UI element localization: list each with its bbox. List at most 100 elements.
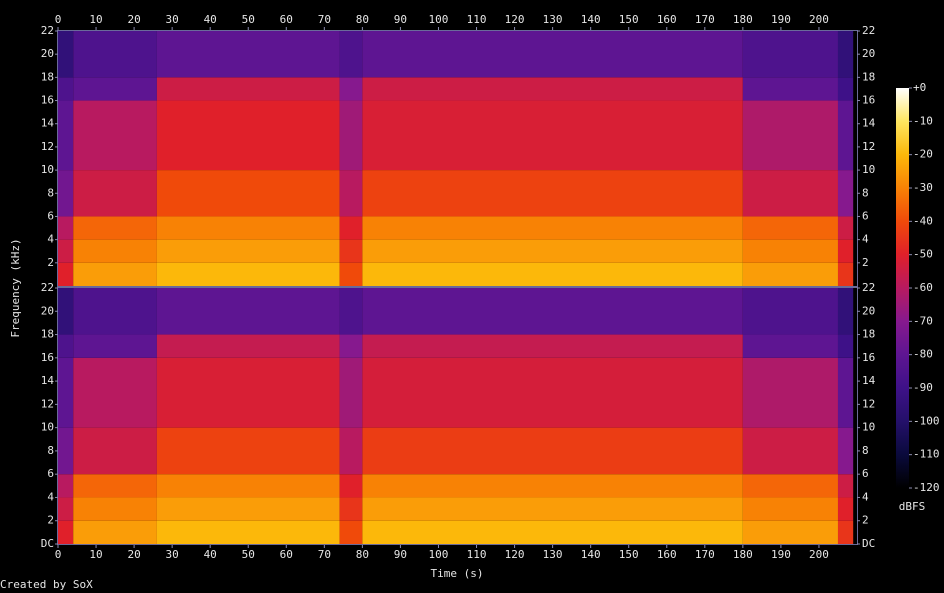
- spectrogram-cell: [362, 357, 743, 428]
- y-tick-label-right: 6: [862, 467, 869, 480]
- spectrogram-cell: [58, 497, 74, 521]
- y-tick-label: 6: [47, 467, 54, 480]
- y-tick-label: 12: [41, 397, 54, 410]
- y-tick-label-right: 22: [862, 281, 875, 294]
- spectrogram-cell: [362, 334, 743, 358]
- x-tick-label-top: 10: [89, 13, 102, 26]
- x-tick-label-top: 20: [127, 13, 140, 26]
- spectrogram-cell: [339, 100, 363, 171]
- spectrogram-cell: [742, 31, 838, 78]
- y-tick-label-right: 8: [862, 444, 869, 457]
- spectrogram-cell: [73, 474, 157, 498]
- spectrogram-cell: [837, 334, 854, 358]
- spectrogram-cell: [156, 100, 340, 171]
- spectrogram-cell: [73, 427, 157, 475]
- x-tick-label: 190: [771, 548, 791, 561]
- y-tick-label-right: 12: [862, 397, 875, 410]
- colorbar-tick-label: -30: [913, 181, 933, 194]
- colorbar: [896, 88, 909, 488]
- spectrogram-cell: [73, 520, 157, 544]
- plot-frame: [57, 30, 858, 287]
- x-tick-label-top: 200: [809, 13, 829, 26]
- y-tick-label: 14: [41, 117, 55, 130]
- spectrogram-cell: [58, 474, 74, 498]
- spectrogram-cell: [837, 262, 854, 286]
- x-tick-label: 150: [619, 548, 639, 561]
- colorbar-tick-label: -60: [913, 281, 933, 294]
- y-tick-label: DC: [41, 537, 54, 550]
- spectrogram-cell: [837, 474, 854, 498]
- y-tick-label-right: 18: [862, 328, 875, 341]
- x-tick-label-top: 190: [771, 13, 791, 26]
- spectrogram-cell: [58, 239, 74, 263]
- spectrogram-cell: [156, 474, 340, 498]
- colorbar-tick-label: -100: [913, 414, 940, 427]
- y-tick-label: 10: [41, 421, 54, 434]
- x-tick-label: 60: [280, 548, 293, 561]
- spectrogram-cell: [742, 170, 838, 217]
- x-tick-label: 90: [394, 548, 407, 561]
- y-tick-label-right: 14: [862, 374, 876, 387]
- spectrogram-cell: [339, 357, 363, 428]
- spectrogram-cell: [742, 357, 838, 428]
- spectrogram-cell: [362, 31, 743, 78]
- y-tick-label: 2: [47, 256, 54, 269]
- x-tick-label: 80: [356, 548, 369, 561]
- spectrogram-cell: [73, 262, 157, 286]
- x-tick-label: 20: [127, 548, 140, 561]
- y-tick-label: 12: [41, 140, 54, 153]
- spectrogram-cell: [837, 31, 854, 78]
- x-tick-label-top: 120: [505, 13, 525, 26]
- x-tick-label: 10: [89, 548, 102, 561]
- y-tick-label-right: 4: [862, 490, 869, 503]
- x-tick-label-top: 80: [356, 13, 369, 26]
- y-tick-label-right: 18: [862, 70, 875, 83]
- spectrogram-cell: [58, 357, 74, 428]
- spectrogram-cell: [362, 497, 743, 521]
- x-tick-label-top: 100: [429, 13, 449, 26]
- spectrogram-cell: [362, 288, 743, 335]
- spectrogram-cell: [73, 170, 157, 217]
- x-tick-label: 0: [55, 548, 62, 561]
- spectrogram-cell: [156, 77, 340, 101]
- y-tick-label: 22: [41, 24, 54, 37]
- spectrogram-cell: [73, 357, 157, 428]
- y-tick-label-right: 20: [862, 304, 875, 317]
- spectrogram-cell: [156, 520, 340, 544]
- spectrogram-cell: [339, 334, 363, 358]
- colorbar-label: dBFS: [899, 500, 926, 513]
- y-tick-label: 20: [41, 304, 54, 317]
- y-tick-label: 6: [47, 209, 54, 222]
- spectrogram-cell: [837, 77, 854, 101]
- spectrogram-cell: [362, 474, 743, 498]
- spectrogram-cell: [742, 239, 838, 263]
- x-tick-label-top: 0: [55, 13, 62, 26]
- y-tick-label-right: 8: [862, 186, 869, 199]
- y-tick-label: 22: [41, 281, 54, 294]
- spectrogram-cell: [362, 216, 743, 240]
- colorbar-tick-label: -80: [913, 348, 933, 361]
- x-tick-label: 170: [695, 548, 715, 561]
- x-tick-label-top: 130: [543, 13, 563, 26]
- spectrogram-cell: [339, 239, 363, 263]
- spectrogram-cell: [156, 497, 340, 521]
- y-tick-label-right: 14: [862, 117, 876, 130]
- x-tick-label-top: 50: [242, 13, 255, 26]
- spectrogram-cell: [58, 77, 74, 101]
- spectrogram-cell: [339, 474, 363, 498]
- spectrogram-cell: [156, 262, 340, 286]
- colorbar-tick-label: -50: [913, 248, 933, 261]
- spectrogram-cell: [339, 216, 363, 240]
- colorbar-tick-label: +0: [913, 81, 926, 94]
- spectrogram-cell: [742, 497, 838, 521]
- colorbar-tick-label: -40: [913, 214, 933, 227]
- spectrogram-cell: [742, 216, 838, 240]
- y-tick-label-right: 10: [862, 163, 875, 176]
- spectrogram-cell: [362, 170, 743, 217]
- spectrogram-cell: [73, 100, 157, 171]
- colorbar-tick-label: -70: [913, 314, 933, 327]
- spectrogram-cell: [156, 334, 340, 358]
- spectrogram-cell: [362, 427, 743, 475]
- x-tick-label: 110: [467, 548, 487, 561]
- y-axis-label: Frequency (kHz): [9, 238, 22, 337]
